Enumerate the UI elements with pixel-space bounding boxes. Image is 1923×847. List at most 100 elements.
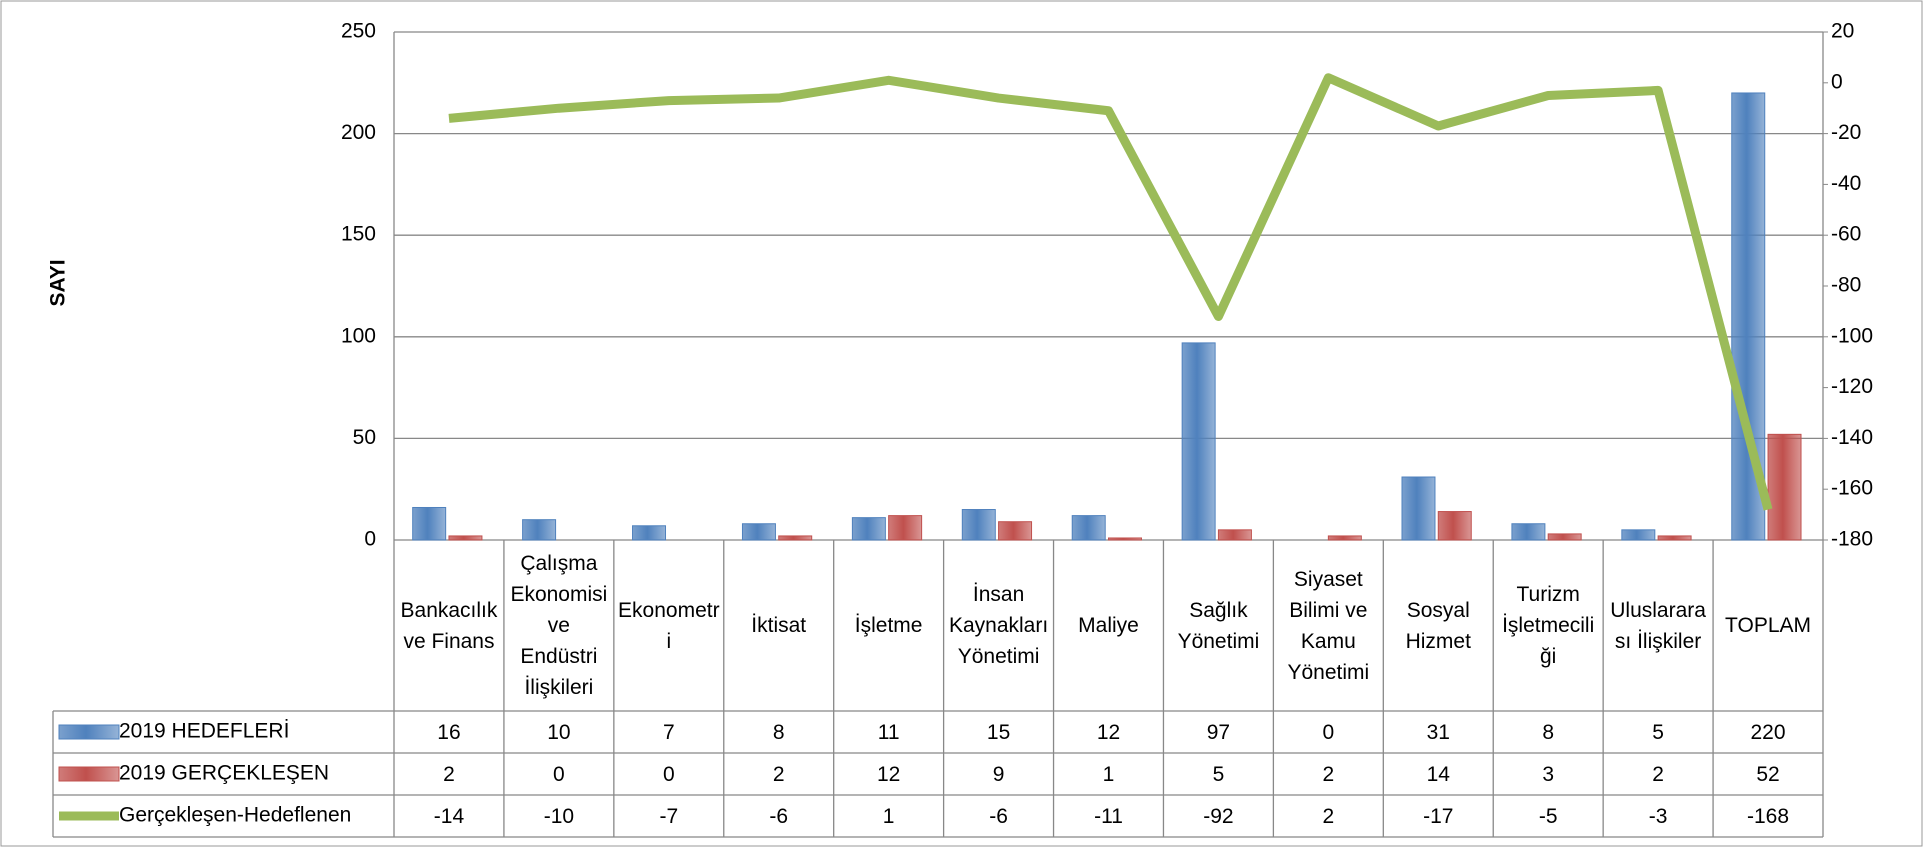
bar xyxy=(1181,342,1216,541)
table-value: 0 xyxy=(1322,720,1335,744)
table-value: 14 xyxy=(1426,762,1450,786)
bar xyxy=(1621,529,1656,541)
y-tick-label: 150 xyxy=(341,223,376,246)
bar xyxy=(1108,537,1142,541)
table-value: -6 xyxy=(989,804,1008,828)
line xyxy=(448,73,1773,511)
bar xyxy=(1437,511,1472,541)
table-value: 31 xyxy=(1426,720,1450,744)
table-value: 0 xyxy=(662,762,675,786)
legend-marker xyxy=(58,724,120,740)
bar xyxy=(961,509,996,541)
x-tick-label: Uluslararası İlişkiler xyxy=(1610,598,1706,653)
table-value: -10 xyxy=(543,804,575,828)
y-tick-label: 200 xyxy=(341,121,376,144)
y-tick-label: 0 xyxy=(364,528,376,551)
table-value: 11 xyxy=(877,720,900,744)
bar xyxy=(888,515,923,541)
bar xyxy=(778,535,813,541)
table-value: 2 xyxy=(1652,762,1664,786)
y2-tick-label: -120 xyxy=(1831,375,1873,398)
x-tick-label: Sosyal Hizmet xyxy=(1405,598,1471,653)
bar xyxy=(1657,535,1692,541)
bar xyxy=(998,521,1033,541)
table-value: 12 xyxy=(876,762,901,786)
x-tick-label: Ekonometri xyxy=(618,598,720,653)
table-value: 52 xyxy=(1756,762,1780,786)
y-tick-label: 50 xyxy=(353,426,376,449)
table-value: 2 xyxy=(443,762,455,786)
table-value: 16 xyxy=(437,720,461,744)
table-value: -14 xyxy=(433,804,465,828)
table-value: 97 xyxy=(1206,720,1231,744)
y2-tick-label: -60 xyxy=(1831,223,1861,246)
y2-tick-label: -140 xyxy=(1831,426,1873,449)
table-value: 3 xyxy=(1542,762,1555,786)
y2-tick-label: 0 xyxy=(1831,70,1843,93)
bar xyxy=(522,519,557,541)
table-value: 15 xyxy=(986,720,1011,744)
x-tick-label: Siyaset Bilimi ve Kamu Yönetimi xyxy=(1287,567,1370,684)
y-tick-label: 100 xyxy=(341,324,376,347)
x-tick-label: Turizm İşletmeciliği xyxy=(1502,583,1595,668)
table-value: -92 xyxy=(1203,804,1234,828)
x-tick-label: Maliye xyxy=(1078,614,1139,637)
bar xyxy=(1071,515,1106,541)
y-tick-label: 250 xyxy=(341,20,376,43)
table-value: -3 xyxy=(1648,804,1668,828)
bar xyxy=(741,523,776,541)
table-value: 1 xyxy=(882,804,895,828)
bar xyxy=(1401,476,1436,541)
table-value: 12 xyxy=(1096,720,1121,744)
table-value: -7 xyxy=(659,804,679,828)
y2-tick-label: -180 xyxy=(1831,528,1873,551)
table-value: 8 xyxy=(1542,720,1555,744)
bar xyxy=(1767,433,1802,541)
bar xyxy=(1547,533,1582,541)
table-value: 1 xyxy=(1102,762,1115,786)
legend-label: Gerçekleşen-Hedeflenen xyxy=(119,804,351,827)
table-value: 220 xyxy=(1750,720,1786,744)
bar xyxy=(448,535,483,541)
bar xyxy=(1511,523,1546,541)
table-value: 2 xyxy=(1322,804,1335,828)
table-value: 9 xyxy=(992,762,1005,786)
x-tick-label: İnsan Kaynakları Yönetimi xyxy=(948,583,1049,668)
x-tick-label: İktisat xyxy=(751,614,807,637)
table-value: 2 xyxy=(1322,762,1335,786)
table-value: -6 xyxy=(769,804,789,828)
table-value: 5 xyxy=(1652,720,1664,744)
table-value: 7 xyxy=(662,720,675,744)
table-value: -17 xyxy=(1423,804,1454,828)
bar xyxy=(412,506,447,541)
legend-label: 2019 HEDEFLERİ xyxy=(119,720,289,743)
x-tick-label: İşletme xyxy=(854,614,923,637)
table-value: -168 xyxy=(1747,804,1790,828)
y2-tick-label: -160 xyxy=(1831,477,1873,500)
table-value: 10 xyxy=(547,720,571,744)
legend-marker xyxy=(58,766,120,782)
bar xyxy=(851,517,886,541)
x-tick-label: Bankacılık ve Finans xyxy=(400,598,498,653)
bar xyxy=(632,525,667,541)
x-tick-label: Sağlık Yönetimi xyxy=(1177,598,1260,653)
bar xyxy=(1327,535,1362,541)
bar xyxy=(1217,529,1252,541)
x-tick-label: Çalışma Ekonomisi ve Endüstri İlişkileri xyxy=(510,552,608,699)
y2-tick-label: -40 xyxy=(1831,172,1861,195)
y2-tick-label: -80 xyxy=(1831,274,1861,297)
y-axis-label: SAYI xyxy=(47,259,70,306)
table-value: -11 xyxy=(1094,804,1123,828)
legend-label: 2019 GERÇEKLEŞEN xyxy=(119,762,329,785)
y2-tick-label: -100 xyxy=(1831,324,1873,347)
table-value: 8 xyxy=(772,720,785,744)
table-value: -5 xyxy=(1538,804,1558,828)
table-value: 5 xyxy=(1212,762,1225,786)
table-value: 0 xyxy=(553,762,565,786)
bar xyxy=(1731,92,1766,541)
y2-tick-label: 20 xyxy=(1831,20,1854,43)
table-value: 2 xyxy=(772,762,785,786)
